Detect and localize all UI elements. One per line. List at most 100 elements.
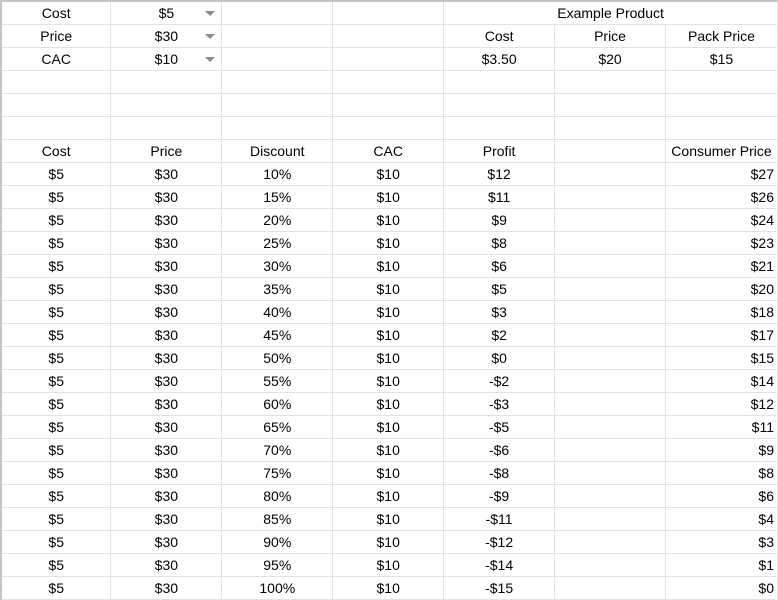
table-cell[interactable]: $10: [332, 231, 445, 255]
table-cell[interactable]: $10: [332, 300, 445, 324]
table-cell[interactable]: $5: [0, 254, 112, 278]
table-cell[interactable]: $5: [0, 484, 112, 508]
table-cell[interactable]: 85%: [221, 507, 334, 531]
table-cell[interactable]: $26: [664, 185, 778, 209]
cell[interactable]: [221, 0, 334, 25]
table-cell[interactable]: $23: [664, 231, 778, 255]
table-cell[interactable]: $5: [0, 461, 112, 485]
table-cell[interactable]: -$15: [443, 576, 556, 600]
table-cell[interactable]: $0: [664, 576, 778, 600]
table-cell[interactable]: [554, 369, 666, 393]
table-cell[interactable]: $6: [443, 254, 556, 278]
table-cell[interactable]: -$9: [443, 484, 556, 508]
table-cell[interactable]: $10: [332, 576, 445, 600]
input-label[interactable]: Price: [0, 24, 112, 48]
cell[interactable]: [443, 116, 556, 140]
column-header[interactable]: CAC: [332, 139, 445, 163]
cell[interactable]: [554, 70, 666, 94]
table-cell[interactable]: $5: [0, 231, 112, 255]
table-cell[interactable]: $5: [0, 576, 112, 600]
table-cell[interactable]: 55%: [221, 369, 334, 393]
input-label[interactable]: CAC: [0, 47, 112, 71]
cell[interactable]: [221, 24, 334, 48]
cell[interactable]: [332, 47, 445, 71]
table-cell[interactable]: [554, 530, 666, 554]
table-cell[interactable]: $10: [332, 392, 445, 416]
table-cell[interactable]: $10: [332, 507, 445, 531]
cell[interactable]: [443, 70, 556, 94]
table-cell[interactable]: $9: [443, 208, 556, 232]
cell[interactable]: [332, 93, 445, 117]
table-cell[interactable]: [554, 323, 666, 347]
table-cell[interactable]: 100%: [221, 576, 334, 600]
table-cell[interactable]: $10: [332, 277, 445, 301]
example-product-value[interactable]: $20: [554, 47, 666, 71]
table-cell[interactable]: 80%: [221, 484, 334, 508]
example-product-header[interactable]: Pack Price: [664, 24, 778, 48]
table-cell[interactable]: [554, 392, 666, 416]
column-header[interactable]: [554, 139, 666, 163]
table-cell[interactable]: -$11: [443, 507, 556, 531]
cell[interactable]: [332, 0, 445, 25]
table-cell[interactable]: $12: [664, 392, 778, 416]
table-cell[interactable]: $30: [110, 415, 223, 439]
table-cell[interactable]: $10: [332, 553, 445, 577]
table-cell[interactable]: 95%: [221, 553, 334, 577]
input-dropdown[interactable]: $10: [110, 47, 223, 71]
cell[interactable]: [664, 116, 778, 140]
cell[interactable]: [221, 47, 334, 71]
table-cell[interactable]: 30%: [221, 254, 334, 278]
cell[interactable]: [0, 93, 112, 117]
table-cell[interactable]: $10: [332, 484, 445, 508]
table-cell[interactable]: $18: [664, 300, 778, 324]
table-cell[interactable]: $10: [332, 415, 445, 439]
table-cell[interactable]: $17: [664, 323, 778, 347]
table-cell[interactable]: [554, 507, 666, 531]
table-cell[interactable]: $24: [664, 208, 778, 232]
table-cell[interactable]: $5: [0, 300, 112, 324]
table-cell[interactable]: $10: [332, 530, 445, 554]
table-cell[interactable]: $5: [443, 277, 556, 301]
table-cell[interactable]: $0: [443, 346, 556, 370]
table-cell[interactable]: [554, 438, 666, 462]
column-header[interactable]: Discount: [221, 139, 334, 163]
table-cell[interactable]: -$2: [443, 369, 556, 393]
table-cell[interactable]: $30: [110, 530, 223, 554]
table-cell[interactable]: $12: [443, 162, 556, 186]
table-cell[interactable]: $5: [0, 323, 112, 347]
table-cell[interactable]: $10: [332, 254, 445, 278]
table-cell[interactable]: $10: [332, 438, 445, 462]
column-header[interactable]: Price: [110, 139, 223, 163]
table-cell[interactable]: 40%: [221, 300, 334, 324]
table-cell[interactable]: $5: [0, 553, 112, 577]
table-cell[interactable]: $30: [110, 576, 223, 600]
table-cell[interactable]: $30: [110, 254, 223, 278]
table-cell[interactable]: [554, 553, 666, 577]
cell[interactable]: [110, 116, 223, 140]
table-cell[interactable]: $30: [110, 208, 223, 232]
cell[interactable]: [221, 70, 334, 94]
table-cell[interactable]: [554, 162, 666, 186]
table-cell[interactable]: [554, 277, 666, 301]
table-cell[interactable]: -$14: [443, 553, 556, 577]
table-cell[interactable]: $30: [110, 162, 223, 186]
table-cell[interactable]: $30: [110, 461, 223, 485]
table-cell[interactable]: $30: [110, 346, 223, 370]
example-product-header[interactable]: Cost: [443, 24, 556, 48]
table-cell[interactable]: $10: [332, 323, 445, 347]
table-cell[interactable]: -$12: [443, 530, 556, 554]
cell[interactable]: [443, 93, 556, 117]
table-cell[interactable]: $20: [664, 277, 778, 301]
table-cell[interactable]: $5: [0, 162, 112, 186]
table-cell[interactable]: $3: [664, 530, 778, 554]
table-cell[interactable]: $10: [332, 461, 445, 485]
table-cell[interactable]: $5: [0, 346, 112, 370]
table-cell[interactable]: $30: [110, 507, 223, 531]
table-cell[interactable]: $5: [0, 369, 112, 393]
table-cell[interactable]: [554, 484, 666, 508]
table-cell[interactable]: [554, 415, 666, 439]
table-cell[interactable]: [554, 231, 666, 255]
table-cell[interactable]: $9: [664, 438, 778, 462]
example-product-value[interactable]: $15: [664, 47, 778, 71]
cell[interactable]: [110, 93, 223, 117]
